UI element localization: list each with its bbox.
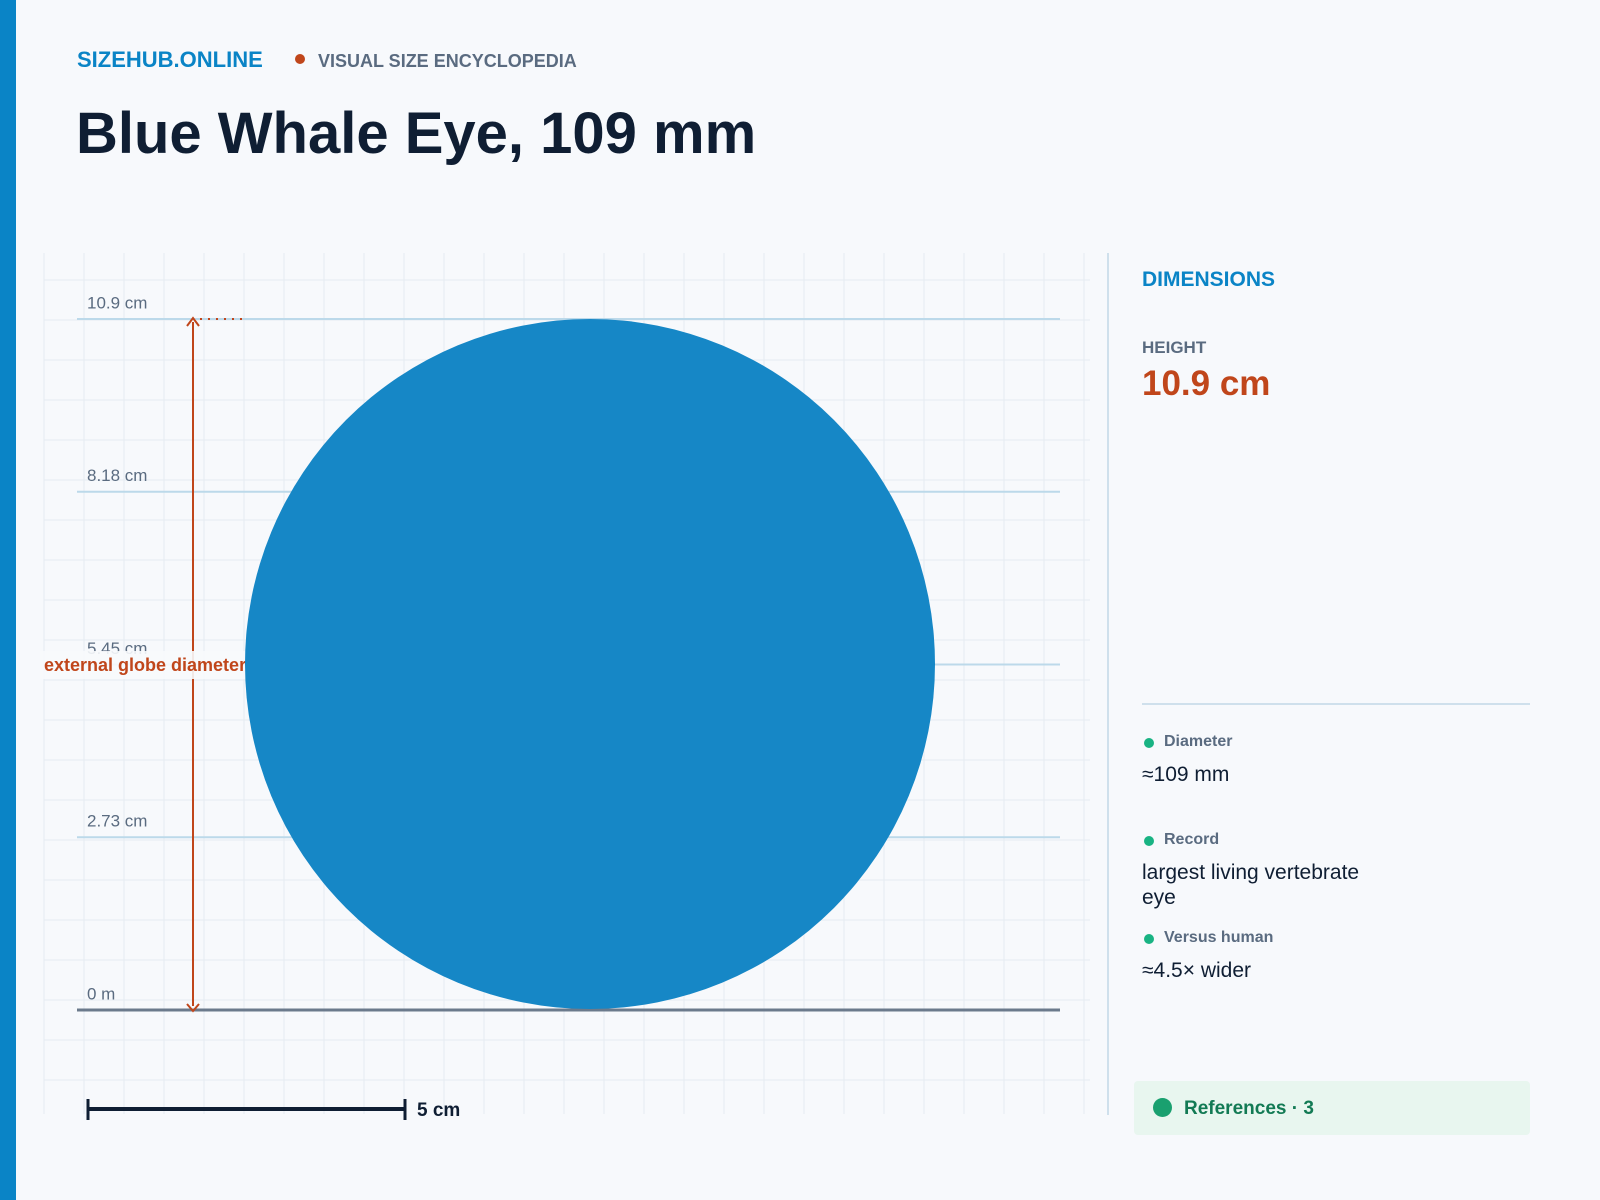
panel-separator — [1142, 703, 1530, 705]
fact-bullet — [1144, 836, 1154, 846]
page-title: Blue Whale Eye, 109 mm — [76, 101, 757, 166]
axis-label: 10.9 cm — [87, 293, 147, 312]
brand[interactable]: SIZEHUB.ONLINE — [77, 47, 263, 72]
metric-label: HEIGHT — [1142, 338, 1207, 357]
panel-heading: DIMENSIONS — [1142, 268, 1276, 291]
fact-label: Record — [1164, 831, 1220, 848]
size-figure: 10.9 cm8.18 cm5.45 cm2.73 cm0 m external… — [40, 253, 1109, 1122]
arrow-heads — [186, 316, 200, 1013]
fact-bullet — [1144, 738, 1154, 748]
axis-label: 0 m — [87, 984, 115, 1003]
fact-label: Diameter — [1164, 733, 1233, 750]
references-button[interactable]: References · 3 — [1134, 1081, 1530, 1135]
fact-value: largest living vertebrate eye — [1142, 861, 1360, 909]
annotation-bg — [40, 651, 270, 679]
axis-label: 2.73 cm — [87, 812, 147, 831]
scale-bar-label: 5 cm — [417, 1100, 460, 1121]
accent-bar — [0, 0, 16, 1200]
fact-bullet — [1144, 934, 1154, 944]
eye-shape — [245, 319, 935, 1009]
separator-dot — [295, 54, 305, 64]
check-icon — [1153, 1098, 1172, 1117]
annotation: external globe diameter — [44, 655, 246, 675]
fact-value: ≈4.5× wider — [1142, 959, 1251, 982]
references-label: References · 3 — [1184, 1098, 1314, 1119]
axis-label: 8.18 cm — [87, 466, 147, 485]
tagline: VISUAL SIZE ENCYCLOPEDIA — [318, 51, 577, 71]
fact-label: Versus human — [1164, 929, 1274, 946]
metric-value: 10.9 cm — [1142, 364, 1271, 403]
fact-value: ≈109 mm — [1142, 763, 1230, 786]
